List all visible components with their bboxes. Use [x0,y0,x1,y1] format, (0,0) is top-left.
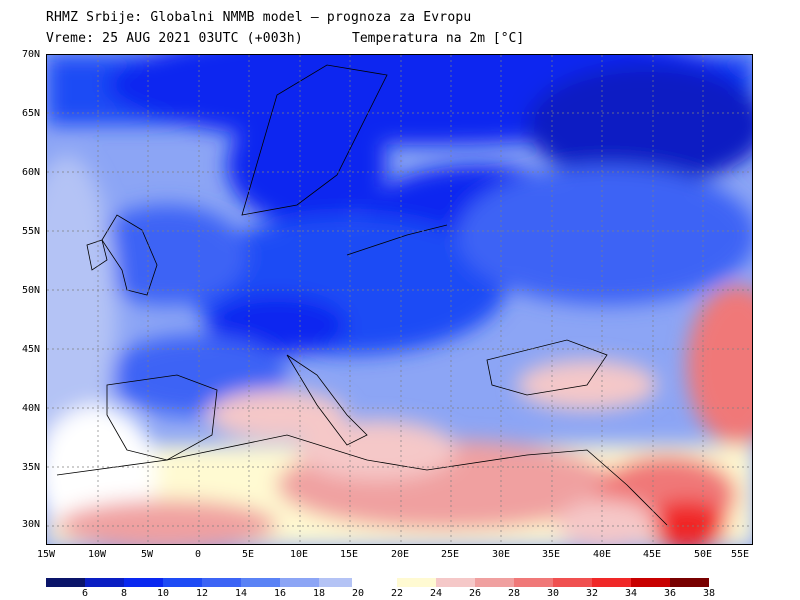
lat-label-60n: 60N [21,167,40,178]
colorbar-tick-label: 38 [702,588,716,599]
lon-label-10e: 10E [289,549,309,560]
colorbar-tick-label: 28 [507,588,521,599]
colorbar-tick-label: 36 [663,588,677,599]
colorbar-tick-label: 6 [81,588,89,599]
lon-label-40e: 40E [592,549,612,560]
forecast-time: Vreme: 25 AUG 2021 03UTC (+003h) [46,31,303,46]
lat-label-35n: 35N [21,462,40,473]
lon-label-20e: 20E [390,549,410,560]
colorbar-swatch [475,578,514,587]
lon-label-5w: 5W [140,549,154,560]
lon-label-45e: 45E [642,549,662,560]
lon-label-50e: 50E [693,549,713,560]
map-title: RHMZ Srbije: Globalni NMMB model — progn… [46,10,472,25]
colorbar-tick-label: 16 [273,588,287,599]
colorbar-tick-label: 8 [120,588,128,599]
colorbar-swatch [319,578,352,587]
lat-label-50n: 50N [21,285,40,296]
colorbar-swatch [241,578,280,587]
colorbar-swatch [124,578,163,587]
colorbar-swatch [514,578,553,587]
colorbar-swatch [358,578,397,587]
lat-label-40n: 40N [21,403,40,414]
colorbar-tick-label: 32 [585,588,599,599]
colorbar-swatch [436,578,475,587]
temperature-map [46,54,753,545]
colorbar-tick-label: 22 [390,588,404,599]
lon-label-55e: 55E [730,549,750,560]
colorbar-tick-label: 24 [429,588,443,599]
lon-label-15e: 15E [339,549,359,560]
colorbar-swatch [670,578,709,587]
colorbar-tick-label: 10 [156,588,170,599]
colorbar-swatch [85,578,124,587]
colorbar-swatch [397,578,436,587]
colorbar-swatch [592,578,631,587]
lat-label-70n: 70N [21,49,40,60]
lon-label-5e: 5E [241,549,255,560]
colorbar-tick-label: 18 [312,588,326,599]
colorbar-swatch [163,578,202,587]
lon-label-15w: 15W [36,549,56,560]
lon-label-0: 0 [194,549,202,560]
lon-label-10w: 10W [87,549,107,560]
colorbar-swatch [631,578,670,587]
lat-label-55n: 55N [21,226,40,237]
colorbar-tick-label: 26 [468,588,482,599]
colorbar-tick-label: 20 [351,588,365,599]
colorbar-tick-label: 12 [195,588,209,599]
lon-label-35e: 35E [541,549,561,560]
lon-label-25e: 25E [440,549,460,560]
variable-label: Temperatura na 2m [°C] [352,31,525,46]
colorbar-tick-label: 14 [234,588,248,599]
lon-label-30e: 30E [491,549,511,560]
colorbar-swatch [553,578,592,587]
colorbar-swatch [46,578,85,587]
colorbar-tick-label: 34 [624,588,638,599]
colorbar-swatch [202,578,241,587]
temperature-colorbar [46,578,709,587]
colorbar-swatch [280,578,319,587]
lat-label-45n: 45N [21,344,40,355]
colorbar-tick-label: 30 [546,588,560,599]
lat-label-65n: 65N [21,108,40,119]
lat-label-30n: 30N [21,519,40,530]
